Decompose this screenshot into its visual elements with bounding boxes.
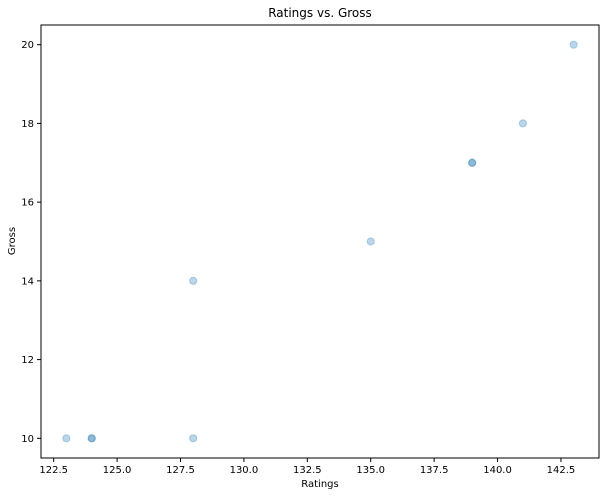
x-tick-label: 125.0 xyxy=(103,465,132,476)
data-point xyxy=(366,237,375,246)
data-point xyxy=(569,40,578,49)
x-axis-ticks: 122.5 125.0 127.5 130.0 132.5 135.0 137.5 140.0… xyxy=(39,458,575,476)
data-points xyxy=(62,40,578,443)
y-tick-label: 12 xyxy=(21,355,34,366)
data-point xyxy=(189,434,198,443)
y-tick-label: 10 xyxy=(21,434,34,445)
y-axis-ticks: 10 12 14 16 18 20 xyxy=(21,40,41,445)
y-tick-label: 14 xyxy=(21,276,34,287)
y-tick-label: 18 xyxy=(21,119,34,130)
x-tick-label: 127.5 xyxy=(166,465,195,476)
y-tick-label: 16 xyxy=(21,198,34,209)
data-point xyxy=(87,434,96,443)
data-point xyxy=(518,119,528,128)
x-tick-label: 140.0 xyxy=(483,465,512,476)
plot-area xyxy=(40,24,600,459)
x-tick-label: 132.5 xyxy=(293,465,322,476)
x-tick-label: 135.0 xyxy=(356,465,385,476)
x-tick-label: 137.5 xyxy=(420,465,449,476)
x-tick-label: 130.0 xyxy=(230,465,259,476)
x-axis-label: Ratings xyxy=(301,479,338,490)
data-point xyxy=(468,158,477,167)
data-point xyxy=(87,434,96,443)
data-point xyxy=(468,158,477,167)
data-point xyxy=(189,276,198,285)
x-tick-label: 122.5 xyxy=(39,465,68,476)
chart-title: Ratings vs. Gross xyxy=(268,6,372,20)
y-tick-label: 20 xyxy=(21,40,34,51)
y-axis-label: Gross xyxy=(7,227,18,255)
data-point xyxy=(62,434,71,443)
x-tick-label: 142.5 xyxy=(547,465,576,476)
